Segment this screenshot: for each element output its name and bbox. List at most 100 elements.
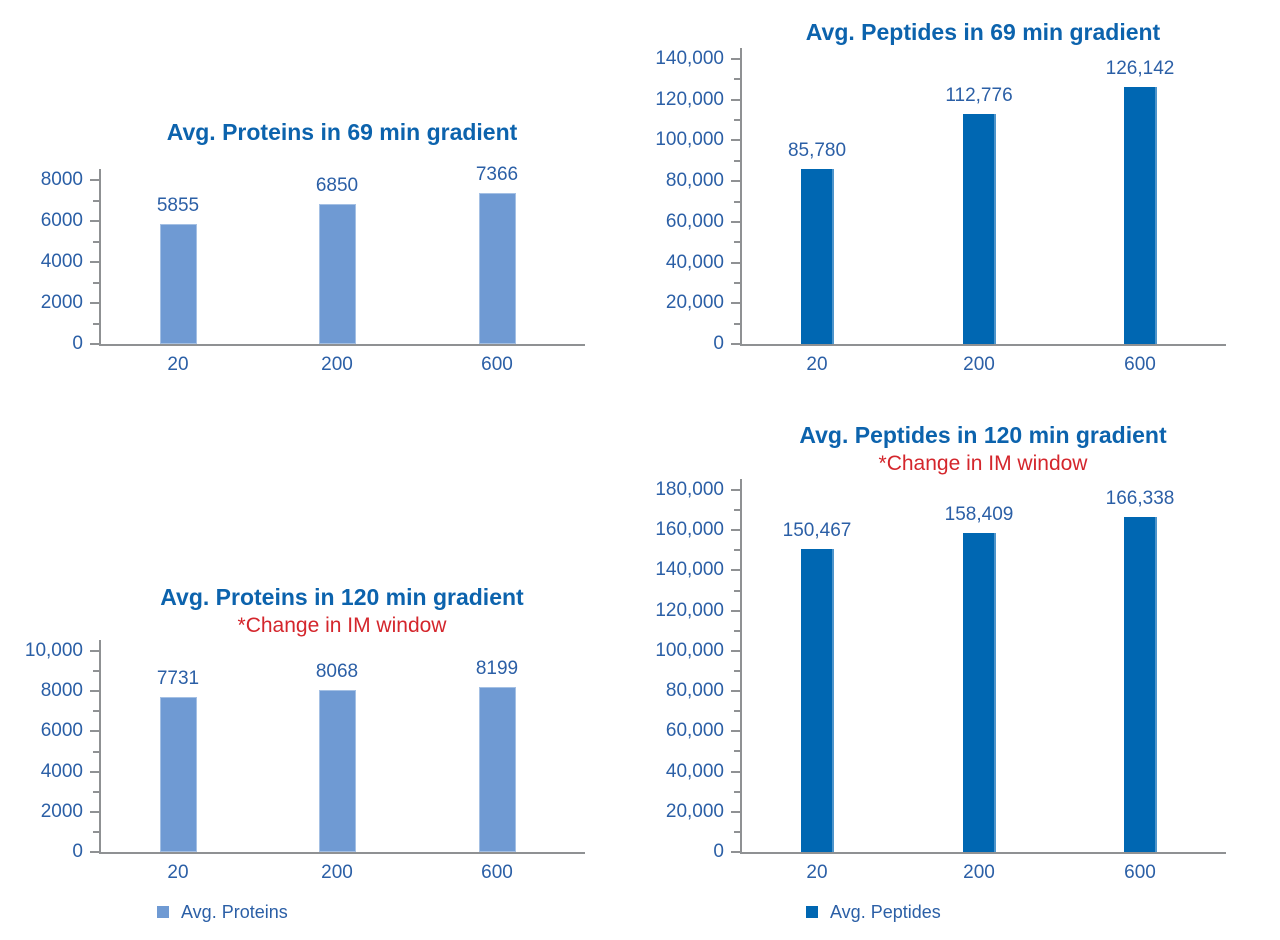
x-category-label: 200: [321, 354, 353, 375]
y-minor-tick: [93, 240, 99, 243]
bar-600: [1123, 87, 1157, 344]
y-minor-tick: [734, 200, 740, 203]
y-tick-label: 6000: [40, 210, 83, 231]
y-tick-label: 4000: [40, 251, 83, 272]
y-major-tick: [90, 220, 99, 222]
y-major-tick: [90, 179, 99, 181]
y-axis: [740, 48, 742, 346]
x-category-label: 20: [806, 354, 828, 375]
chart-title: Avg. Peptides in 69 min gradient: [805, 19, 1161, 45]
y-minor-tick: [734, 549, 740, 552]
y-tick-label: 140,000: [655, 48, 724, 69]
y-minor-tick: [734, 710, 740, 713]
y-minor-tick: [734, 750, 740, 753]
y-tick-label: 60,000: [665, 210, 724, 232]
y-tick-label: 20,000: [665, 800, 724, 822]
y-minor-tick: [734, 830, 740, 833]
y-major-tick: [731, 180, 740, 183]
y-tick-label: 120,000: [655, 599, 724, 621]
x-category-label: 20: [167, 862, 189, 883]
bar-value-label: 7366: [475, 163, 519, 185]
bar-600: [478, 687, 516, 852]
y-minor-tick: [93, 199, 99, 202]
x-category-label: 20: [806, 862, 828, 883]
x-category-label: 20: [167, 354, 189, 375]
bar-value-label: 126,142: [1105, 58, 1175, 80]
y-tick-label: 8000: [40, 169, 83, 190]
x-category-label: 600: [1124, 862, 1156, 883]
y-major-tick: [731, 851, 740, 853]
y-minor-tick: [734, 281, 740, 284]
legend-label: Avg. Proteins: [181, 901, 288, 922]
y-tick-label: 20,000: [665, 292, 724, 314]
y-minor-tick: [93, 322, 99, 325]
y-tick-label: 80,000: [665, 170, 724, 192]
y-major-tick: [731, 609, 740, 612]
y-major-tick: [731, 730, 740, 733]
y-minor-tick: [734, 589, 740, 592]
y-minor-tick: [93, 790, 99, 793]
y-major-tick: [731, 261, 740, 264]
y-axis: [99, 640, 101, 854]
chart-title: Avg. Peptides in 120 min gradient: [799, 422, 1167, 448]
legend: Avg. Peptides: [806, 902, 941, 922]
bar-value-label: 158,409: [944, 504, 1014, 526]
y-minor-tick: [93, 281, 99, 284]
x-category-label: 600: [481, 354, 513, 375]
legend-swatch-proteins-icon: [157, 906, 169, 918]
bar-20: [800, 549, 834, 852]
y-tick-label: 40,000: [665, 251, 724, 273]
y-major-tick: [731, 98, 740, 101]
y-major-tick: [90, 810, 99, 813]
x-category-label: 200: [963, 862, 995, 883]
x-axis: [740, 852, 1226, 854]
y-major-tick: [731, 58, 740, 60]
y-tick-label: 4000: [40, 760, 83, 782]
x-category-label: 200: [321, 862, 353, 883]
y-tick-label: 80,000: [665, 680, 724, 702]
bar-value-label: 8068: [315, 660, 359, 682]
y-minor-tick: [734, 159, 740, 162]
y-tick-label: 60,000: [665, 720, 724, 742]
bar-20: [159, 223, 197, 344]
y-tick-label: 180,000: [655, 479, 724, 500]
chart-title: Avg. Proteins in 120 min gradient: [160, 584, 524, 610]
x-category-label: 200: [963, 354, 995, 375]
y-minor-tick: [734, 629, 740, 632]
y-tick-label: 120,000: [655, 88, 724, 110]
y-tick-label: 0: [72, 333, 83, 354]
bar-value-label: 112,776: [945, 85, 1013, 107]
y-axis: [740, 479, 742, 854]
bar-value-label: 166,338: [1105, 488, 1175, 510]
y-tick-label: 0: [713, 841, 724, 862]
y-minor-tick: [93, 670, 99, 673]
y-major-tick: [731, 690, 740, 693]
y-major-tick: [90, 302, 99, 304]
y-major-tick: [90, 650, 99, 652]
y-tick-label: 100,000: [655, 639, 724, 661]
y-tick-label: 100,000: [655, 129, 724, 151]
x-category-label: 600: [481, 862, 513, 883]
legend-label: Avg. Peptides: [830, 901, 941, 922]
x-axis: [99, 344, 585, 346]
y-major-tick: [731, 489, 740, 491]
bar-value-label: 8199: [475, 658, 519, 680]
y-axis: [99, 169, 101, 346]
y-minor-tick: [93, 830, 99, 833]
y-major-tick: [90, 343, 99, 345]
y-tick-label: 10,000: [24, 640, 83, 661]
y-minor-tick: [93, 710, 99, 713]
bar-200: [318, 689, 356, 852]
legend-swatch-peptides-icon: [806, 906, 818, 918]
bar-value-label: 6850: [315, 174, 359, 196]
y-major-tick: [90, 690, 99, 693]
y-major-tick: [731, 343, 740, 345]
y-tick-label: 2000: [40, 800, 83, 822]
chart-subtitle: *Change in IM window: [237, 614, 447, 637]
chart-title: Avg. Proteins in 69 min gradient: [166, 119, 518, 145]
y-tick-label: 160,000: [655, 519, 724, 541]
y-major-tick: [731, 302, 740, 305]
y-tick-label: 0: [713, 333, 724, 354]
y-major-tick: [731, 810, 740, 813]
bar-600: [478, 192, 516, 344]
